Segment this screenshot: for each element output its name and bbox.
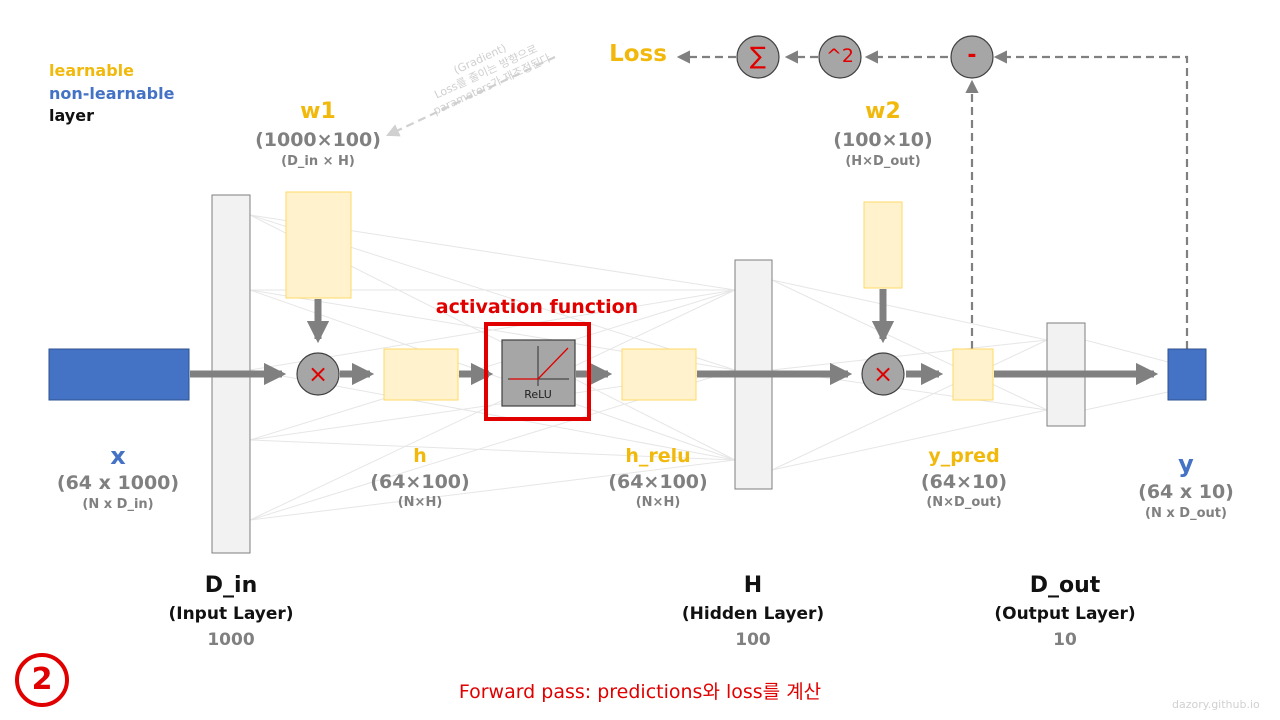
y-pred-dims: (N×D_out): [926, 495, 1002, 510]
relu-label: ReLU: [524, 388, 552, 401]
w2-shape: (100×10): [833, 129, 933, 151]
multiply-node-2: [861, 352, 905, 396]
w2-name: w2: [865, 99, 901, 124]
watermark: dazory.github.io: [1172, 698, 1260, 711]
h-block: [383, 348, 459, 401]
legend-non-learnable: non-learnable: [49, 84, 175, 103]
h-relu-shape: (64×100): [608, 471, 708, 493]
w1-block: [285, 191, 352, 299]
x-dims: (N x D_in): [82, 497, 154, 512]
x-block: [48, 348, 190, 401]
h-relu-name: h_relu: [625, 445, 691, 467]
relu-curve: [510, 347, 569, 380]
h-layer-role: (Hidden Layer): [681, 604, 825, 624]
y-dims: (N x D_out): [1145, 506, 1227, 521]
legend-layer: layer: [49, 106, 94, 125]
multiply-symbol-1: ×: [307, 360, 329, 388]
y-pred-block: [952, 348, 994, 401]
y-pred-name: y_pred: [928, 445, 1000, 467]
h-layer-size: 100: [735, 630, 771, 650]
d-in-layer-name: D_in: [204, 573, 258, 598]
gradient-arrow: [386, 56, 556, 137]
minus-node: [950, 35, 994, 79]
h-relu-block: [621, 348, 697, 401]
y-pred-shape: (64×10): [920, 471, 1008, 493]
d-out-layer-name: D_out: [1029, 573, 1101, 598]
caption: Forward pass: predictions와 loss를 계산: [458, 681, 822, 703]
square-symbol: ^2: [825, 45, 855, 67]
y-name: y: [1178, 450, 1194, 478]
y-shape: (64 x 10): [1138, 481, 1234, 503]
h-relu-dims: (N×H): [635, 495, 681, 510]
w2-dims: (H×D_out): [845, 154, 921, 169]
d-in-layer-size: 1000: [207, 630, 255, 650]
multiply-symbol-2: ×: [872, 360, 894, 388]
activation-highlight-box: [484, 322, 591, 421]
x-shape: (64 x 1000): [56, 472, 180, 494]
h-name: h: [413, 445, 427, 467]
w1-dims: (D_in × H): [281, 154, 355, 169]
w1-name: w1: [300, 99, 336, 124]
h-shape: (64×100): [370, 471, 470, 493]
d-in-layer-role: (Input Layer): [168, 604, 294, 624]
step-circle: [15, 653, 69, 707]
loss-flow: [676, 50, 1189, 349]
minus-symbol: -: [967, 43, 977, 68]
step-number: 2: [31, 662, 53, 697]
square-node: [818, 35, 862, 79]
sum-symbol: ∑: [749, 42, 767, 70]
x-name: x: [110, 442, 126, 470]
y-block: [1167, 348, 1207, 401]
h-dims: (N×H): [397, 495, 443, 510]
y-to-minus-arrow: [993, 50, 1189, 349]
sum-node: [736, 35, 780, 79]
loss-label: Loss: [609, 41, 667, 67]
multiply-node-1: [296, 352, 340, 396]
d-out-layer-role: (Output Layer): [994, 604, 1136, 624]
d-out-layer-size: 10: [1053, 630, 1077, 650]
legend-learnable: learnable: [49, 61, 134, 80]
forward-flow: [190, 289, 1159, 386]
h-layer-name: H: [743, 573, 763, 598]
w1-shape: (1000×100): [255, 129, 381, 151]
w2-block: [863, 201, 903, 289]
activation-title: activation function: [435, 296, 639, 318]
